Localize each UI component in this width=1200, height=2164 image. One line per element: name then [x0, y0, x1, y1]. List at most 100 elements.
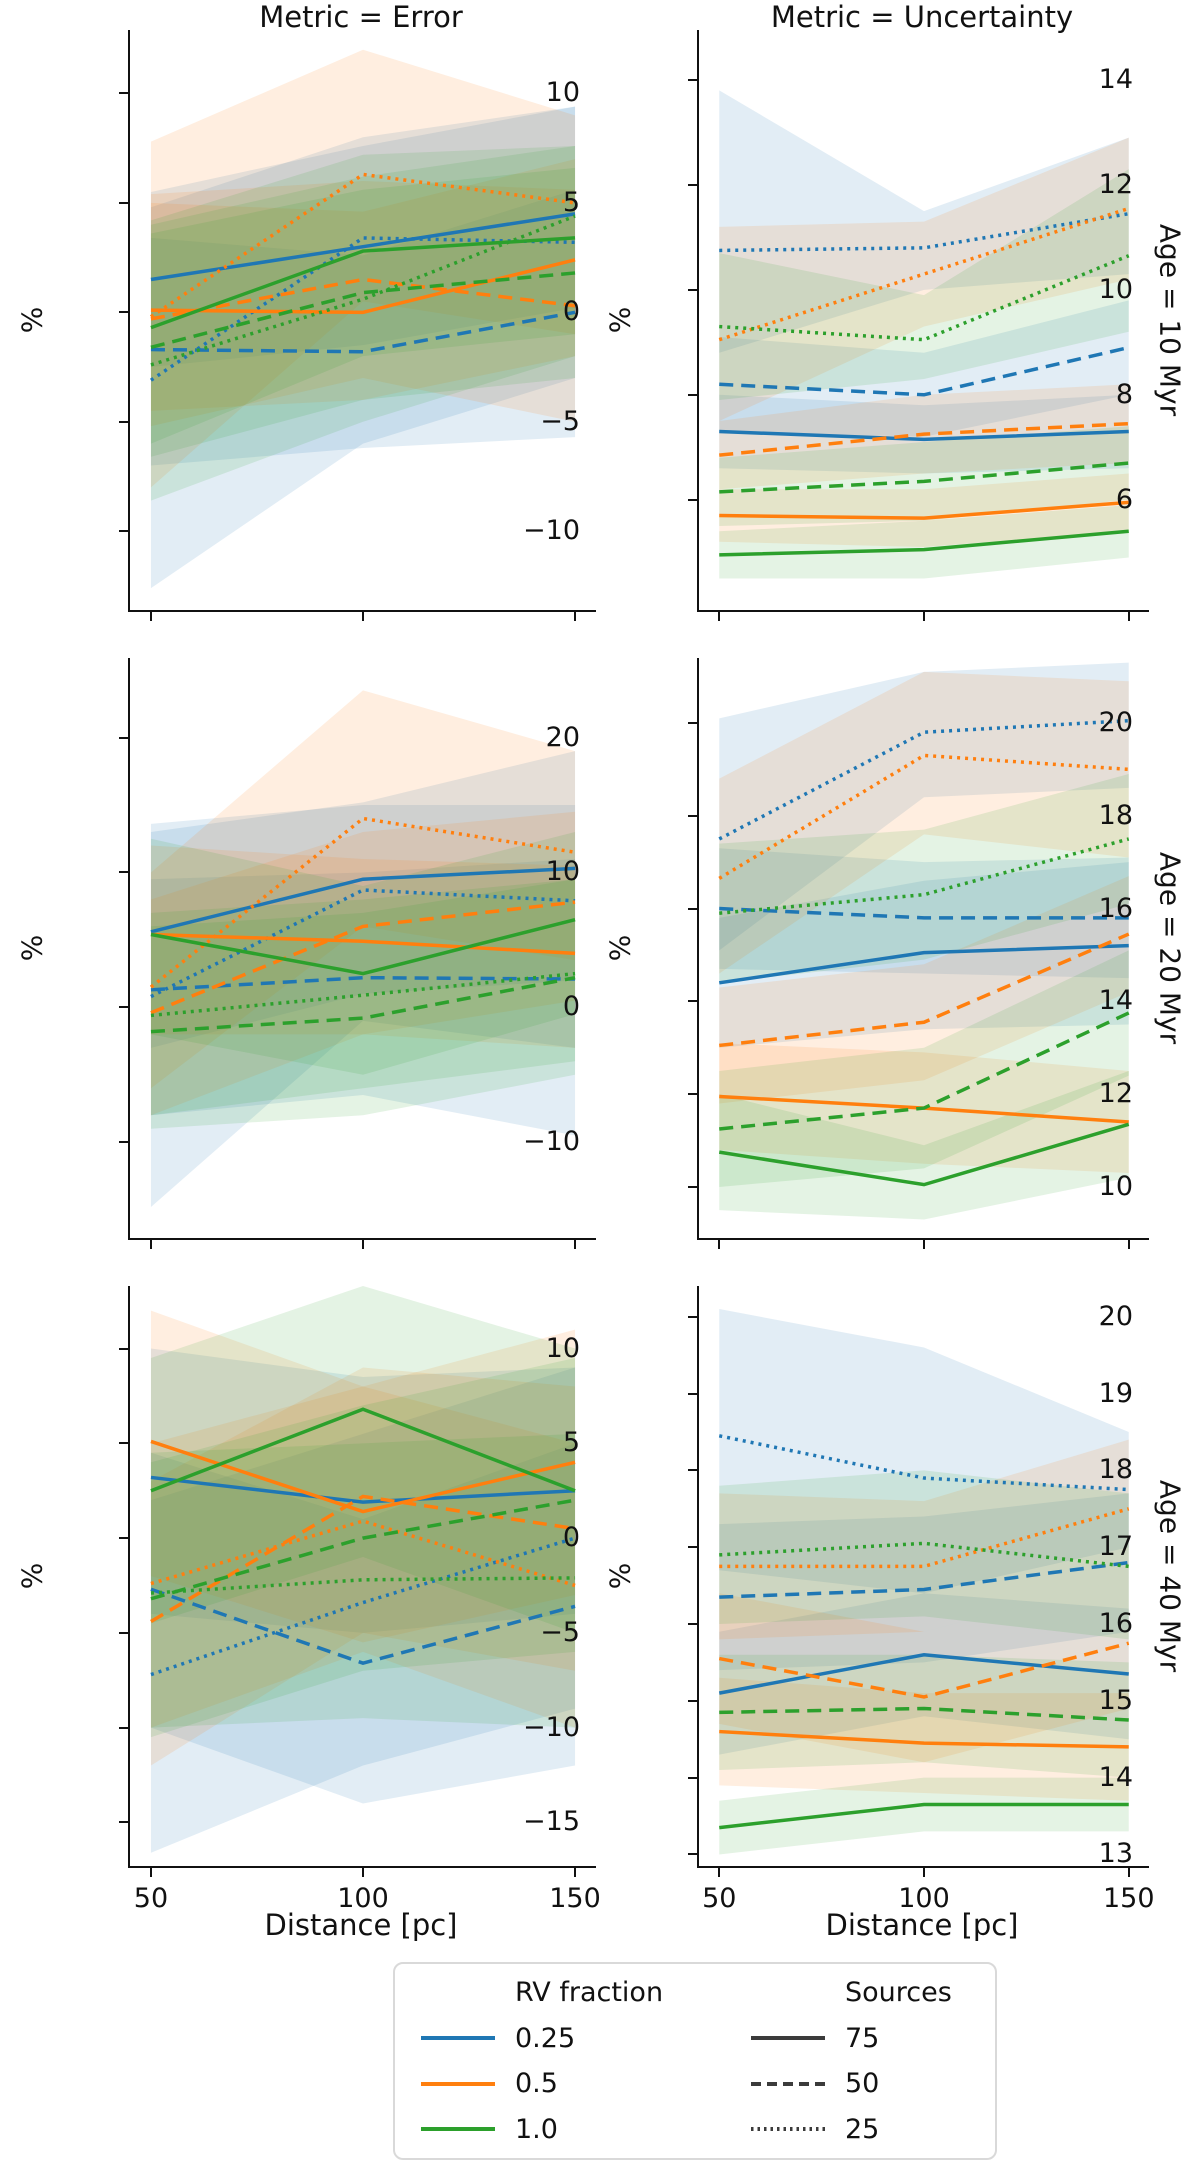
y-tick-mark: [119, 1006, 128, 1009]
chart-uncertainty-age40: 20 19 18 17 16 15 14 13 50 100 150: [688, 1286, 1155, 1914]
y-tick-label: 10: [1098, 1170, 1133, 1202]
y-tick-mark: [688, 1000, 697, 1003]
x-tick-mark: [362, 1240, 364, 1249]
chart-uncertainty-age10: 14 12 10 8 6: [688, 30, 1149, 621]
band-rv0.25-sources50: [150, 858, 576, 1136]
band-rv1.0-sources75: [719, 1070, 1129, 1220]
line-rv0.25-sources75: [150, 1475, 576, 1504]
line-rv1.0-sources75: [718, 1122, 1130, 1187]
line-rv0.25-sources50: [719, 345, 1130, 397]
y-tick-mark: [688, 814, 697, 817]
x-tick-label: 150: [549, 1883, 601, 1914]
y-tick-label: 17: [1098, 1531, 1133, 1563]
y-tick-mark: [688, 1776, 697, 1779]
line-rv1.0-sources50: [150, 1498, 576, 1601]
legend-line-swatch-solid: [421, 2127, 495, 2132]
band-rv0.5-sources25: [719, 671, 1129, 974]
y-tick-label: 15: [1098, 1684, 1133, 1716]
line-rv0.5-sources50: [718, 1641, 1130, 1699]
y-tick-label: 12: [1098, 1078, 1133, 1110]
band-rv0.5-sources50: [719, 876, 1129, 1104]
x-tick-mark: [149, 1240, 152, 1249]
y-tick-label: 0: [562, 991, 580, 1023]
line-rv0.5-sources75: [150, 932, 576, 956]
line-rv0.25-sources75: [718, 943, 1129, 985]
x-tick-label: 100: [898, 1883, 950, 1914]
chart-error-age40-svg: [150, 1286, 576, 1853]
line-rv1.0-sources75: [719, 529, 1129, 557]
line-rv1.0-sources75: [150, 917, 576, 976]
y-tick-mark: [119, 201, 128, 204]
band-rv1.0-sources25: [150, 146, 576, 501]
column-title-error: Metric = Error: [259, 0, 463, 34]
y-tick-mark: [119, 1726, 128, 1729]
x-tick-label: 50: [702, 1883, 737, 1914]
line-rv0.25-sources75: [150, 866, 576, 934]
band-rv1.0-sources25: [719, 774, 1129, 983]
row-label-age20: Age = 20 Myr: [1153, 851, 1187, 1045]
band-rv0.25-sources75: [719, 862, 1129, 1048]
band-rv0.5-sources50: [150, 811, 576, 1116]
line-rv0.5-sources50: [150, 1494, 576, 1623]
y-tick-label: 18: [1098, 1454, 1133, 1486]
y-tick-label: 5: [562, 1427, 580, 1459]
band-rv1.0-sources75: [150, 1286, 576, 1633]
band-rv1.0-sources75: [719, 505, 1129, 579]
band-rv0.25-sources50: [150, 189, 576, 466]
chart-error-age10-svg: [149, 49, 576, 589]
y-tick-mark: [119, 1442, 128, 1445]
x-tick-label: 150: [1102, 1883, 1155, 1914]
y-tick-label: 12: [1098, 168, 1133, 200]
chart-error-age40: 10 5 0 −5 −10 −15 50 100 150: [119, 1286, 601, 1914]
line-rv1.0-sources75: [719, 1802, 1129, 1830]
x-tick-mark: [923, 1868, 925, 1877]
x-tick-mark: [149, 612, 152, 621]
y-tick-mark: [119, 871, 128, 874]
y-tick-mark: [688, 1623, 697, 1625]
y-tick-label: 14: [1098, 1761, 1133, 1793]
line-rv0.25-sources50: [150, 310, 576, 354]
line-rv0.5-sources25: [150, 1519, 576, 1588]
x-tick-mark: [1127, 1240, 1130, 1249]
x-tick-mark: [574, 1240, 577, 1249]
band-rv0.25-sources75: [719, 1593, 1129, 1755]
x-tick-mark: [923, 1240, 925, 1249]
x-tick-label: 100: [337, 1883, 389, 1914]
band-rv1.0-sources25: [150, 1433, 576, 1728]
y-tick-label: 13: [1098, 1838, 1133, 1870]
legend-line-swatch-solid: [421, 2081, 495, 2086]
line-rv0.25-sources75: [150, 212, 576, 282]
y-tick-label: 10: [1098, 273, 1133, 305]
legend-item: 25: [751, 2107, 971, 2153]
y-tick-label: −10: [523, 515, 580, 547]
band-rv1.0-sources25: [719, 169, 1129, 401]
y-tick-mark: [688, 1853, 697, 1856]
x-tick-mark: [923, 612, 925, 621]
y-tick-label: 16: [1098, 892, 1133, 924]
row-label-age10: Age = 10 Myr: [1153, 223, 1187, 417]
y-tick-mark: [119, 1141, 128, 1144]
xlabel-left: Distance [pc]: [264, 1908, 458, 1942]
line-rv1.0-sources50: [150, 975, 576, 1034]
y-tick-mark: [119, 1631, 128, 1634]
xlabel-right: Distance [pc]: [825, 1908, 1019, 1942]
y-tick-label: 8: [1115, 378, 1133, 410]
legend-header: Sources: [845, 1977, 952, 2009]
x-tick-label: 50: [133, 1883, 169, 1914]
line-rv0.5-sources50: [719, 932, 1130, 1048]
band-rv0.5-sources75: [719, 1677, 1129, 1801]
band-rv0.5-sources50: [150, 181, 576, 427]
band-rv0.5-sources25: [719, 137, 1129, 422]
line-rv0.25-sources50: [150, 1587, 576, 1666]
y-tick-mark: [688, 78, 697, 81]
line-rv1.0-sources25: [150, 1576, 576, 1595]
ylabel-row3-left: %: [15, 1562, 49, 1590]
band-rv0.5-sources50: [150, 1367, 576, 1766]
band-rv0.25-sources50: [719, 1493, 1129, 1671]
y-tick-mark: [119, 1537, 128, 1540]
legend-line-swatch-dashed: [751, 2081, 825, 2086]
line-rv0.25-sources25: [718, 1434, 1129, 1492]
line-rv1.0-sources25: [719, 254, 1130, 342]
band-rv1.0-sources50: [719, 950, 1129, 1187]
ylabel-row2-right: %: [603, 934, 637, 962]
